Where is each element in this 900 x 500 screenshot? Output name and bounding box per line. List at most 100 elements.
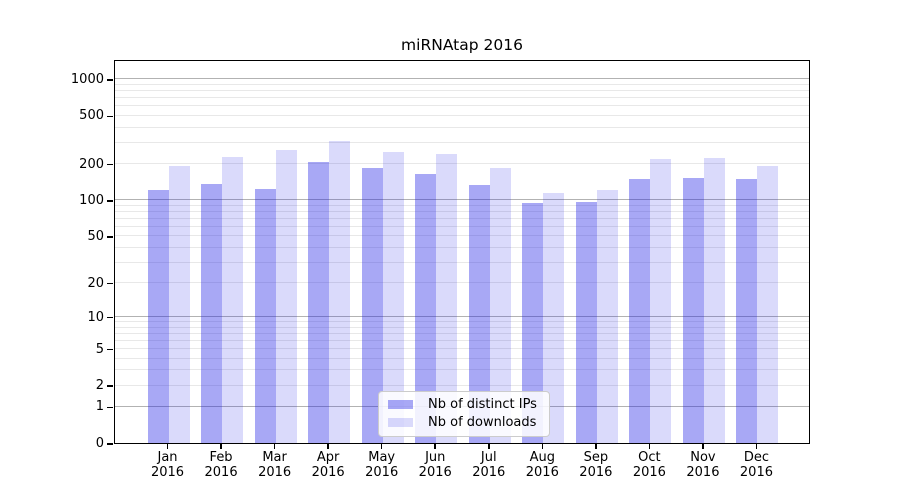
bar-nb-of-distinct-ips-apr [308,161,330,443]
y-axis-label-500: 500 [79,108,104,124]
x-axis-year-sep: 2016 [579,465,613,480]
x-axis-label-jan: Jan 2016 [137,450,199,480]
bar-nb-of-distinct-ips-sep [575,202,597,443]
y-axis-label-50: 50 [87,228,104,244]
x-axis-tick-jun [434,444,436,449]
y-axis-label-5: 5 [95,341,104,357]
y-axis-tick-500 [107,115,113,118]
y-axis-tick-100 [107,200,113,202]
bar-nb-of-distinct-ips-aug [522,203,544,443]
x-axis-tick-sep [595,444,597,449]
x-axis-tick-nov [702,444,704,449]
y-axis-tick-200 [107,163,113,166]
gridline-minor [115,321,809,323]
y-axis-tick-50 [107,236,113,238]
bar-nb-of-distinct-ips-feb [201,183,223,443]
bar-nb-of-distinct-ips-oct [629,178,651,443]
legend: Nb of distinct IPs Nb of downloads [378,391,550,437]
y-axis-tick-1000 [107,79,113,81]
y-axis-tick-20 [107,282,113,285]
x-axis-month-may: May [368,450,396,465]
x-axis-year-aug: 2016 [525,465,559,480]
x-axis-tick-jul [488,444,490,449]
x-axis-year-may: 2016 [365,465,399,480]
gridline-50 [115,235,809,237]
bar-nb-of-downloads-jan [168,166,190,443]
y-axis-label-0: 0 [95,436,104,451]
y-axis-tick-1 [107,406,113,409]
plot-area: Nb of distinct IPs Nb of downloads [114,60,810,444]
y-axis-tick-10 [107,316,113,319]
bar-nb-of-downloads-jun [436,154,458,443]
gridline-minor [115,97,809,99]
legend-label-distinct-ips: Nb of distinct IPs [428,397,537,412]
x-axis-year-apr: 2016 [311,465,345,480]
gridline-minor [115,105,809,107]
x-axis-year-nov: 2016 [686,465,720,480]
x-axis-label-feb: Feb 2016 [190,450,252,480]
x-axis-label-mar: Mar 2016 [244,450,306,480]
bar-nb-of-downloads-dec [757,166,779,443]
x-axis-tick-dec [755,444,758,449]
bar-nb-of-distinct-ips-jul [468,184,490,443]
legend-item-downloads: Nb of downloads [388,415,537,430]
y-axis-label-1: 1 [95,399,104,415]
bar-nb-of-downloads-sep [596,190,618,443]
x-axis-tick-mar [273,444,276,449]
gridline-minor [115,141,809,143]
x-axis-month-sep: Sep [583,450,609,465]
x-axis-year-jul: 2016 [472,465,506,480]
bar-nb-of-downloads-nov [703,157,725,443]
gridline-minor [115,217,809,219]
bar-nb-of-distinct-ips-mar [254,189,276,443]
x-axis-month-jun: Jun [425,450,446,465]
x-axis-year-jan: 2016 [150,465,185,480]
x-axis-tick-oct [648,444,651,449]
x-axis-label-sep: Sep 2016 [565,450,627,480]
y-axis-label-10: 10 [87,309,104,325]
gridline-minor [115,210,809,212]
gridline-minor [115,261,809,263]
bar-nb-of-distinct-ips-may [361,167,383,443]
x-axis-month-jul: Jul [480,450,497,465]
x-axis-month-aug: Aug [529,450,555,465]
bar-nb-of-downloads-feb [222,156,244,443]
bar-nb-of-downloads-aug [543,192,565,443]
gridline-10 [115,316,809,318]
x-axis-label-nov: Nov 2016 [672,450,734,480]
bar-nb-of-distinct-ips-nov [682,177,704,443]
y-axis-label-200: 200 [79,156,104,172]
x-axis-month-nov: Nov [690,450,716,465]
gridline-1000 [115,78,809,80]
gridline-minor [115,126,809,128]
gridline-minor [115,326,809,328]
x-axis-year-dec: 2016 [739,465,773,480]
bar-nb-of-downloads-may [382,152,404,443]
y-axis-label-20: 20 [87,275,104,291]
gridline-500 [115,114,809,116]
x-axis-month-dec: Dec [743,450,770,465]
gridline-minor [115,332,809,334]
x-axis-label-aug: Aug 2016 [511,450,573,480]
x-axis-year-oct: 2016 [632,465,666,480]
y-axis-label-100: 100 [79,192,104,208]
x-axis-month-mar: Mar [262,450,287,465]
y-axis-tick-0 [107,443,113,445]
gridline-minor [115,83,809,85]
x-axis-label-apr: Apr 2016 [297,450,359,480]
bar-nb-of-distinct-ips-jan [147,190,169,443]
bar-nb-of-downloads-jul [489,168,511,443]
gridline-2 [115,384,809,386]
x-axis-month-jan: Jan [157,450,178,465]
gridline-minor [115,369,809,371]
x-axis-year-feb: 2016 [204,465,238,480]
legend-label-downloads: Nb of downloads [428,415,537,430]
gridline-minor [115,90,809,92]
x-axis-month-feb: Feb [209,450,233,465]
x-axis-label-dec: Dec 2016 [725,450,787,480]
gridline-minor [115,246,809,248]
x-axis-label-jul: Jul 2016 [458,450,520,480]
gridline-minor [115,339,809,341]
gridline-100 [115,199,809,201]
